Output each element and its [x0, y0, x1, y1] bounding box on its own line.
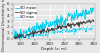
Y-axis label: Dimensional Uncertainty (mm): Dimensional Uncertainty (mm) [2, 0, 6, 51]
SD max [92, 25, 94, 26]
Line: SD max: SD max [14, 25, 94, 39]
SD mean [93, 8, 94, 9]
SD mean [17, 34, 18, 35]
SD mean [19, 38, 20, 39]
SD mean [18, 35, 20, 36]
SD mean [29, 31, 30, 32]
SD sigma [19, 37, 20, 38]
Line: SD sigma: SD sigma [14, 20, 94, 39]
SD sigma [17, 33, 18, 34]
SD mean [35, 30, 36, 31]
Legend: SD mean, SD sigma, SD max: SD mean, SD sigma, SD max [14, 5, 38, 20]
SD max [19, 36, 20, 37]
SD max [93, 26, 94, 27]
SD sigma [93, 21, 94, 22]
SD mean [87, 12, 88, 13]
SD sigma [92, 19, 94, 20]
Line: SD mean: SD mean [14, 8, 94, 39]
SD max [17, 37, 18, 38]
SD mean [93, 7, 94, 8]
SD max [17, 38, 18, 39]
SD max [87, 26, 88, 27]
X-axis label: Depth (z, m): Depth (z, m) [41, 47, 67, 51]
SD sigma [35, 31, 36, 32]
SD sigma [90, 21, 91, 22]
SD sigma [15, 38, 16, 39]
SD mean [90, 10, 91, 11]
SD max [29, 38, 30, 39]
SD sigma [87, 21, 88, 22]
